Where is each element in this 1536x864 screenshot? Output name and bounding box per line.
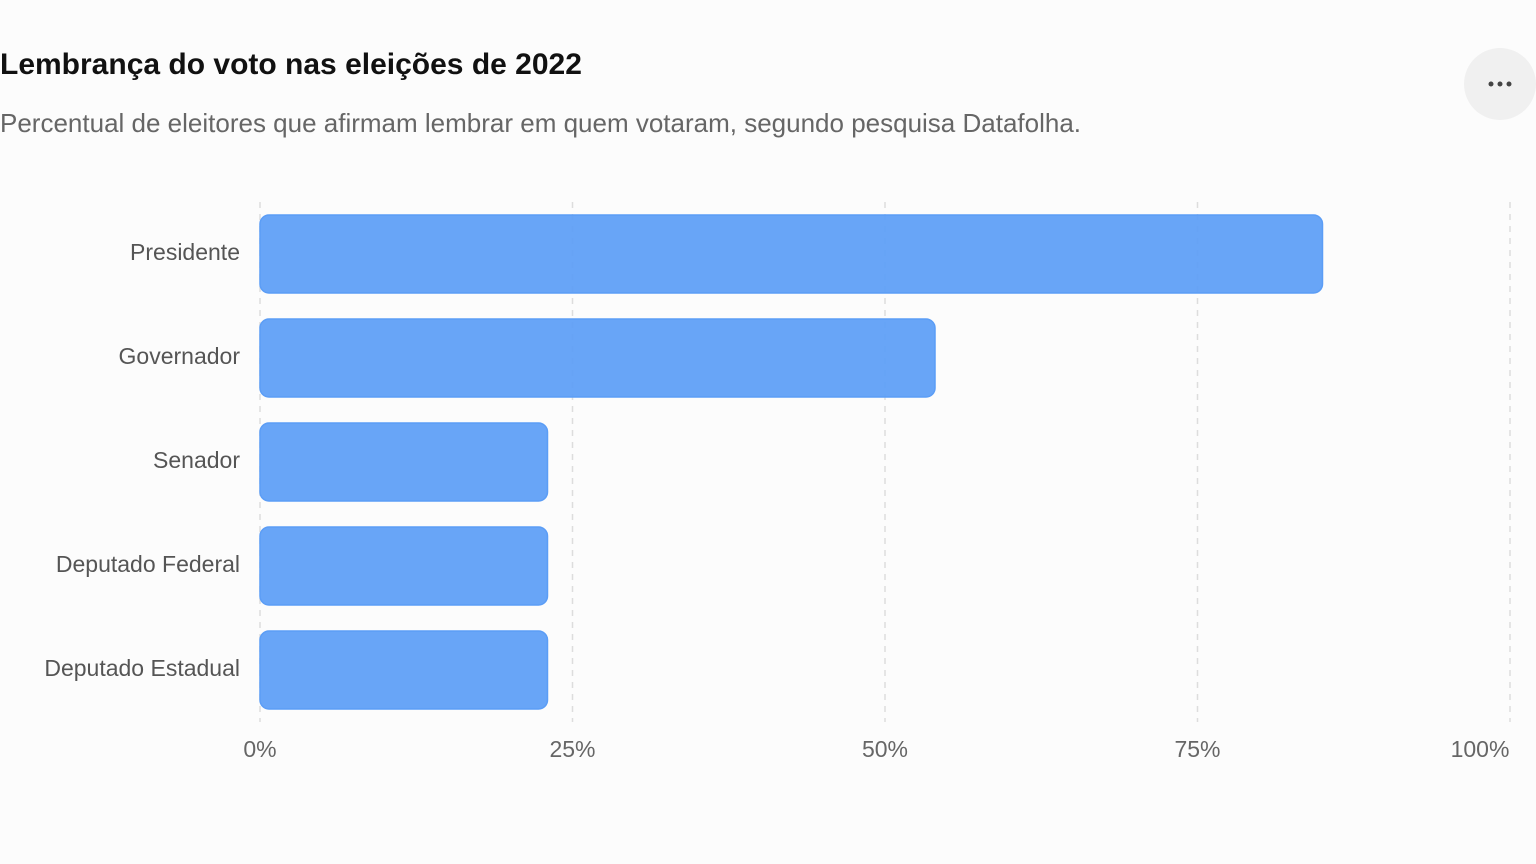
dot (1497, 81, 1503, 87)
bar (259, 214, 1324, 294)
bar (259, 630, 549, 710)
x-tick-label: 50% (862, 736, 908, 762)
x-tick-label: 0% (243, 736, 276, 762)
chart-title: Lembrança do voto nas eleições de 2022 (0, 48, 582, 81)
y-tick-label: Governador (119, 343, 241, 369)
more-button[interactable] (1464, 48, 1536, 120)
y-tick-label: Presidente (130, 239, 240, 265)
bar (259, 318, 936, 398)
bar (259, 526, 549, 606)
dot (1506, 81, 1512, 87)
x-tick-label: 100% (1451, 736, 1510, 762)
x-tick-label: 75% (1174, 736, 1220, 762)
dot (1488, 81, 1494, 87)
y-tick-label: Deputado Federal (56, 551, 240, 577)
y-tick-label: Senador (153, 447, 240, 473)
chart-subtitle: Percentual de eleitores que afirmam lemb… (0, 108, 1081, 138)
x-tick-label: 25% (549, 736, 595, 762)
y-tick-label: Deputado Estadual (44, 655, 240, 681)
bar (259, 422, 549, 502)
